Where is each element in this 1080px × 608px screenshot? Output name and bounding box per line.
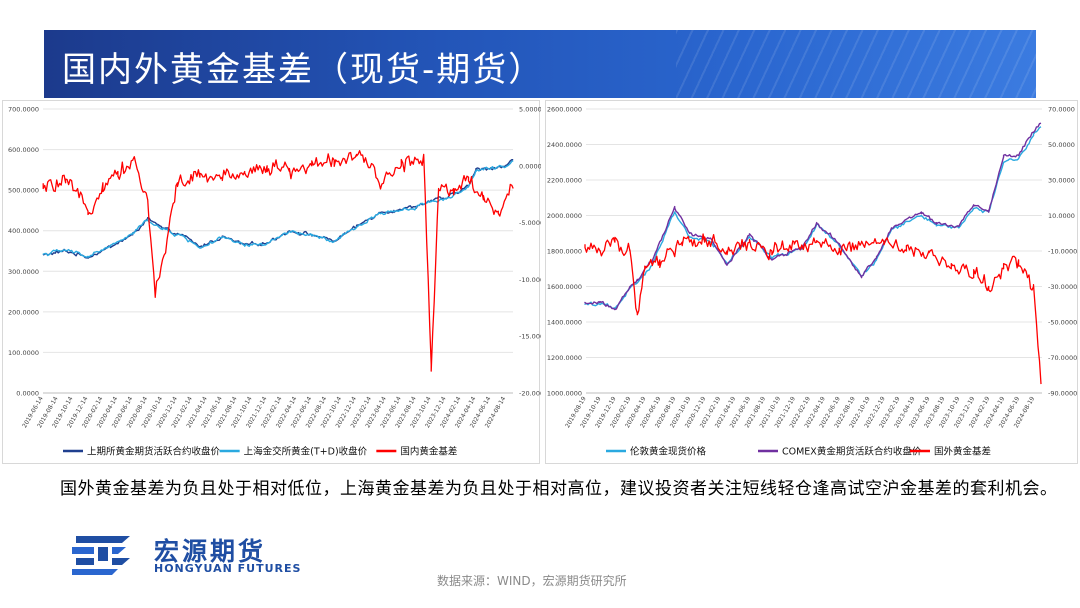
data-source: 数据来源：WIND，宏源期货研究所 <box>437 574 627 588</box>
y-left-tick-label: 0.0000 <box>16 390 39 398</box>
series-line-3 <box>584 233 1042 385</box>
y-left-tick-label: 200.0000 <box>8 308 39 316</box>
y-right-tick-label: -10.0000 <box>519 276 541 284</box>
y-right-tick-label: -15.0000 <box>519 333 541 341</box>
y-left-tick-label: 700.0000 <box>8 106 39 114</box>
commentary-text: 国外黄金基差为负且处于相对低位，上海黄金基差为负且处于相对高位，建议投资者关注短… <box>60 479 1058 499</box>
y-left-tick-label: 2400.0000 <box>547 141 582 149</box>
y-right-tick-label: -90.0000 <box>1048 390 1077 398</box>
y-right-tick-label: -50.0000 <box>1048 319 1077 327</box>
company-logo: 宏源期货 HONGYUAN FUTURES <box>72 530 312 578</box>
y-right-tick-label: -30.0000 <box>1048 283 1077 291</box>
y-left-tick-label: 1200.0000 <box>547 354 582 362</box>
legend-label: 伦敦黄金现货价格 <box>630 446 707 458</box>
legend-label: 上期所黄金期货活跃合约收盘价 <box>87 446 221 458</box>
logo-english-name: HONGYUAN FUTURES <box>154 562 302 575</box>
y-right-tick-label: 0.0000 <box>519 162 541 170</box>
legend-label: 上海金交所黄金(T+D)收盘价 <box>244 446 368 458</box>
y-right-tick-label: 70.0000 <box>1048 106 1075 114</box>
y-left-tick-label: 2600.0000 <box>547 106 582 114</box>
y-left-tick-label: 300.0000 <box>8 268 39 276</box>
y-left-tick-label: 1400.0000 <box>547 319 582 327</box>
y-right-tick-label: 5.0000 <box>519 106 541 114</box>
logo-mark-icon <box>72 536 130 575</box>
foreign-chart-svg: 1000.0000 1200.0000 1400.0000 1600.0000 1800… <box>547 106 1077 458</box>
y-left-tick-label: 2200.0000 <box>547 177 582 185</box>
domestic-gold-basis-chart: 0.0000 100.0000 200.0000 300.0000 400.0000 50… <box>2 100 541 464</box>
series-line-3 <box>42 150 514 372</box>
series-line-2 <box>42 160 514 258</box>
title-banner: 国内外黄金基差（现货-期货） <box>44 30 1036 98</box>
y-left-tick-label: 1800.0000 <box>547 248 582 256</box>
page-title: 国内外黄金基差（现货-期货） <box>62 50 545 90</box>
y-right-tick-label: 10.0000 <box>1048 212 1075 220</box>
y-left-tick-label: 2000.0000 <box>547 212 582 220</box>
y-right-tick-label: -5.0000 <box>519 219 541 227</box>
y-right-tick-label: 50.0000 <box>1048 141 1075 149</box>
y-right-tick-label: -70.0000 <box>1048 354 1077 362</box>
series-line-1 <box>584 126 1042 310</box>
y-left-tick-label: 500.0000 <box>8 187 39 195</box>
logo-chinese-name: 宏源期货 <box>154 537 267 566</box>
legend-label: 国内黄金基差 <box>400 446 457 458</box>
y-left-tick-label: 400.0000 <box>8 227 39 235</box>
y-left-tick-label: 1000.0000 <box>547 390 582 398</box>
y-right-tick-label: -20.0000 <box>519 390 541 398</box>
foreign-gold-basis-chart: 1000.0000 1200.0000 1400.0000 1600.0000 1800… <box>545 100 1078 464</box>
y-right-tick-label: -10.0000 <box>1048 248 1077 256</box>
y-left-tick-label: 600.0000 <box>8 146 39 154</box>
y-left-tick-label: 100.0000 <box>8 349 39 357</box>
series-line-2 <box>584 122 1042 311</box>
legend-label: COMEX黄金期货活跃合约收盘价 <box>782 446 922 458</box>
y-right-tick-label: 30.0000 <box>1048 177 1075 185</box>
domestic-chart-svg: 0.0000 100.0000 200.0000 300.0000 400.0000 50… <box>8 106 541 458</box>
y-left-tick-label: 1600.0000 <box>547 283 582 291</box>
legend-label: 国外黄金基差 <box>934 446 991 458</box>
